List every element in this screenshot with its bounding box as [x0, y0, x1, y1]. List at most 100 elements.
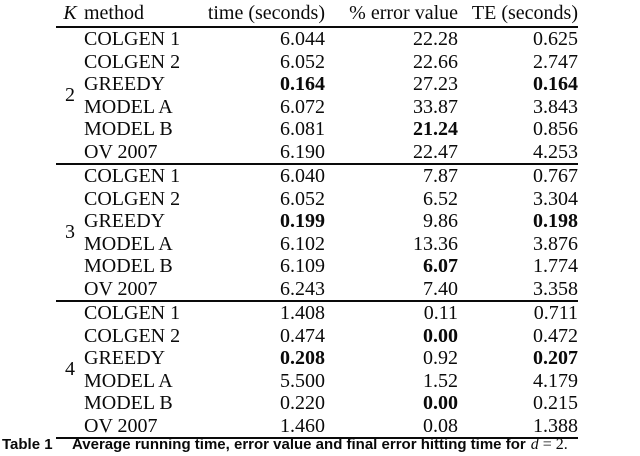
time-cell: 6.040	[280, 165, 325, 187]
header-error: % error value	[349, 1, 458, 24]
k-value: 4	[65, 358, 75, 381]
method-cell: MODEL A	[84, 369, 173, 392]
time-cell: 0.220	[280, 392, 325, 414]
method-cell: COLGEN 1	[84, 302, 181, 324]
table-row: COLGEN 2 0.474 0.00 0.472	[56, 325, 578, 348]
time-cell: 6.052	[280, 187, 325, 210]
k-group-2: 2 COLGEN 1 6.044 22.28 0.625 COLGEN 2 6.…	[56, 27, 578, 164]
error-cell: 9.86	[423, 210, 458, 232]
caption-math-variable: d	[530, 436, 539, 453]
caption-math-suffix: = 2.	[542, 436, 568, 453]
error-cell: 0.00	[423, 324, 458, 347]
method-cell: COLGEN 1	[84, 165, 181, 187]
table-row: 4 COLGEN 1 1.408 0.11 0.711	[56, 301, 578, 380]
table-caption: Table 1 Average running time, error valu…	[2, 435, 640, 455]
table-row: OV 2007 1.460 0.08 1.388	[56, 415, 578, 439]
table-row: MODEL B 0.220 0.00 0.215	[56, 392, 578, 415]
error-cell: 0.08	[423, 414, 458, 437]
header-te: TE (seconds)	[471, 1, 578, 24]
time-cell: 0.208	[280, 347, 325, 369]
table-row: GREEDY 0.208 0.92 0.207	[56, 347, 578, 370]
error-cell: 22.28	[413, 28, 458, 50]
table-row: GREEDY 0.199 9.86 0.198	[56, 210, 578, 233]
time-cell: 6.109	[280, 255, 325, 277]
table-row: MODEL B 6.081 21.24 0.856	[56, 118, 578, 141]
table-row: 2 COLGEN 1 6.044 22.28 0.625	[56, 27, 578, 106]
error-cell: 6.07	[423, 255, 458, 277]
method-cell: OV 2007	[84, 140, 158, 163]
te-cell: 0.198	[533, 210, 578, 232]
te-cell: 3.304	[533, 187, 578, 210]
caption-text: Average running time, error value and fi…	[72, 435, 568, 455]
time-cell: 6.072	[280, 95, 325, 118]
method-cell: GREEDY	[84, 73, 166, 95]
te-cell: 0.711	[533, 302, 578, 324]
method-cell: GREEDY	[84, 210, 166, 232]
te-cell: 1.774	[533, 255, 578, 277]
table-row: GREEDY 0.164 27.23 0.164	[56, 73, 578, 96]
header-time: time (seconds)	[207, 1, 325, 24]
results-table: K method time (seconds) % error value TE…	[56, 0, 578, 439]
time-cell: 6.044	[280, 28, 325, 50]
error-cell: 0.11	[423, 302, 458, 324]
method-cell: MODEL B	[84, 118, 173, 140]
te-cell: 0.164	[533, 73, 578, 95]
table-row: MODEL A 6.072 33.87 3.843	[56, 96, 578, 119]
te-cell: 3.358	[533, 277, 578, 300]
te-cell: 0.472	[533, 324, 578, 347]
k-value: 3	[65, 221, 75, 244]
time-cell: 0.199	[280, 210, 325, 232]
method-cell: MODEL A	[84, 95, 173, 118]
te-cell: 0.767	[533, 165, 578, 187]
method-cell: OV 2007	[84, 414, 158, 437]
error-cell: 0.00	[423, 392, 458, 414]
method-cell: MODEL B	[84, 255, 173, 277]
method-cell: MODEL A	[84, 232, 173, 255]
time-cell: 6.081	[280, 118, 325, 140]
table-row: MODEL A 5.500 1.52 4.179	[56, 370, 578, 393]
error-cell: 7.40	[423, 277, 458, 300]
time-cell: 6.052	[280, 50, 325, 73]
te-cell: 3.876	[533, 232, 578, 255]
te-cell: 1.388	[533, 414, 578, 437]
method-cell: GREEDY	[84, 347, 166, 369]
time-cell: 5.500	[280, 369, 325, 392]
table-row: OV 2007 6.243 7.40 3.358	[56, 278, 578, 302]
time-cell: 1.460	[280, 414, 325, 437]
error-cell: 22.66	[413, 50, 458, 73]
table-row: 3 COLGEN 1 6.040 7.87 0.767	[56, 164, 578, 243]
time-cell: 6.190	[280, 140, 325, 163]
method-cell: COLGEN 2	[84, 187, 181, 210]
te-cell: 2.747	[533, 50, 578, 73]
time-cell: 0.474	[280, 324, 325, 347]
method-cell: MODEL B	[84, 392, 173, 414]
table-row: OV 2007 6.190 22.47 4.253	[56, 141, 578, 165]
k-value: 2	[65, 84, 75, 107]
table-row: MODEL A 6.102 13.36 3.876	[56, 233, 578, 256]
header-k: K	[63, 1, 77, 24]
header-method: method	[84, 1, 144, 24]
k-group-4: 4 COLGEN 1 1.408 0.11 0.711 COLGEN 2 0.4…	[56, 301, 578, 438]
table-row: COLGEN 2 6.052 6.52 3.304	[56, 188, 578, 211]
te-cell: 4.179	[533, 369, 578, 392]
te-cell: 0.215	[533, 392, 578, 414]
method-cell: OV 2007	[84, 277, 158, 300]
error-cell: 13.36	[413, 232, 458, 255]
k-group-3: 3 COLGEN 1 6.040 7.87 0.767 COLGEN 2 6.0…	[56, 164, 578, 301]
time-cell: 6.243	[280, 277, 325, 300]
error-cell: 27.23	[413, 73, 458, 95]
time-cell: 1.408	[280, 302, 325, 324]
method-cell: COLGEN 2	[84, 50, 181, 73]
error-cell: 22.47	[413, 140, 458, 163]
error-cell: 0.92	[423, 347, 458, 369]
table-row: MODEL B 6.109 6.07 1.774	[56, 255, 578, 278]
error-cell: 33.87	[413, 95, 458, 118]
error-cell: 7.87	[423, 165, 458, 187]
method-cell: COLGEN 2	[84, 324, 181, 347]
caption-label: Table 1	[2, 436, 53, 453]
error-cell: 6.52	[423, 187, 458, 210]
method-cell: COLGEN 1	[84, 28, 181, 50]
te-cell: 3.843	[533, 95, 578, 118]
te-cell: 0.207	[533, 347, 578, 369]
